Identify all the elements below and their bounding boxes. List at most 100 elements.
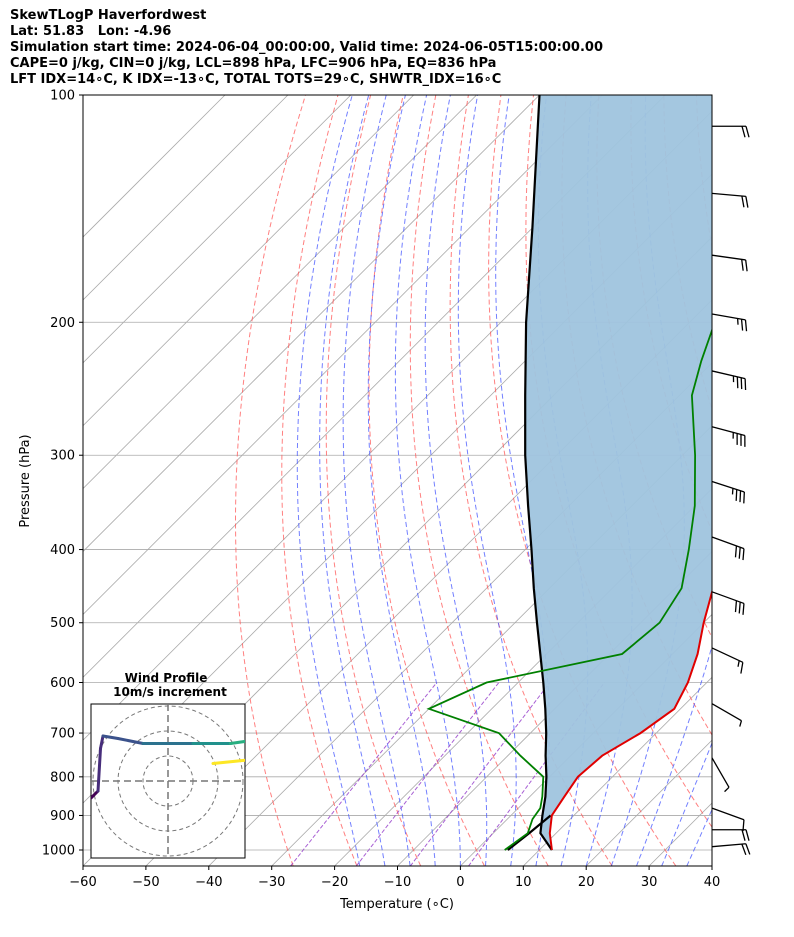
simulation-times: Simulation start time: 2024-06-04_00:00:… bbox=[10, 40, 603, 55]
wind-barb-staff bbox=[711, 192, 746, 198]
dry-adiabat-line bbox=[729, 95, 794, 866]
inset-title: Wind Profile bbox=[125, 671, 208, 685]
moist-adiabat-line bbox=[296, 95, 361, 866]
wind-barb-flag bbox=[740, 319, 744, 331]
wind-barb-flag bbox=[745, 126, 750, 138]
temperature-line bbox=[548, 588, 712, 851]
y-tick-label: 300 bbox=[50, 449, 75, 464]
wind-barb-staff bbox=[711, 480, 745, 493]
wind-barb-staff bbox=[711, 843, 746, 848]
isotherm-line bbox=[83, 95, 477, 490]
dry-adiabat-line bbox=[235, 95, 306, 866]
hodograph-segment bbox=[101, 734, 120, 740]
mixing-ratio-line bbox=[409, 682, 551, 866]
x-tick-label: 40 bbox=[704, 875, 721, 890]
wind-barb-staff bbox=[711, 254, 746, 261]
wind-barb bbox=[711, 703, 743, 727]
wind-barb-staff bbox=[711, 757, 730, 788]
moist-adiabat-line bbox=[367, 95, 436, 866]
hodograph-segment bbox=[298, 736, 303, 746]
moist-adiabat-line bbox=[424, 95, 488, 866]
wind-barb-staff bbox=[711, 591, 745, 605]
wind-barb-staff bbox=[711, 313, 746, 321]
x-tick-label: −30 bbox=[258, 875, 285, 890]
dry-adiabat-line bbox=[368, 95, 485, 866]
wind-barb-flag bbox=[741, 843, 747, 856]
dry-adiabat-line bbox=[281, 95, 358, 866]
cape-shade-polygon bbox=[525, 95, 712, 850]
moist-adiabat-line bbox=[495, 95, 550, 866]
wind-barb-flag bbox=[744, 319, 748, 332]
x-tick-label: 0 bbox=[456, 875, 464, 890]
hodograph-segment bbox=[248, 736, 261, 741]
moist-adiabat-line bbox=[610, 95, 685, 866]
wind-barb-flag bbox=[742, 548, 745, 561]
mixing-ratio-line bbox=[290, 682, 438, 866]
sounding-profiles bbox=[426, 95, 712, 851]
wind-barb-staff bbox=[711, 426, 746, 437]
moist-adiabat-line bbox=[342, 95, 411, 866]
wind-barb bbox=[711, 647, 744, 674]
wind-barb-flag bbox=[745, 843, 751, 855]
wind-barb-flag bbox=[745, 829, 750, 841]
x-tick-label: −40 bbox=[195, 875, 222, 890]
x-axis-ticks: −60 −50 −40 −30 −20 −10 0 10 20 30 40 bbox=[69, 866, 720, 890]
y-tick-label: 200 bbox=[50, 316, 75, 331]
dry-adiabat-line bbox=[762, 95, 794, 866]
hodograph-segment bbox=[229, 739, 245, 745]
isotherm-line bbox=[83, 95, 226, 238]
wind-barb-staff bbox=[711, 536, 745, 550]
dry-adiabat-line bbox=[409, 95, 549, 866]
wind-barb-flag bbox=[734, 545, 738, 558]
stability-indices-1: CAPE=0 j/kg, CIN=0 j/kg, LCL=898 hPa, LF… bbox=[10, 56, 497, 71]
y-tick-label: 700 bbox=[50, 727, 75, 742]
chart-title: SkewTLogP Haverfordwest bbox=[10, 8, 207, 23]
x-tick-label: 30 bbox=[641, 875, 658, 890]
moist-adiabat-line bbox=[457, 95, 517, 866]
wind-barb-flag bbox=[739, 490, 742, 503]
wind-barb-flag bbox=[738, 547, 741, 559]
wind-barb bbox=[711, 370, 747, 391]
wind-barb bbox=[711, 807, 745, 832]
hodograph-segment bbox=[281, 734, 299, 737]
isotherm-line bbox=[334, 488, 712, 866]
x-tick-label: −60 bbox=[69, 875, 96, 890]
isotherm-line bbox=[83, 95, 540, 553]
hodograph-segment bbox=[96, 747, 102, 793]
wind-barb-flag bbox=[741, 829, 746, 841]
wind-barb bbox=[711, 591, 745, 615]
y-tick-label: 1000 bbox=[42, 844, 75, 859]
wind-barb bbox=[711, 313, 748, 332]
isotherm-line bbox=[83, 95, 603, 615]
y-tick-label: 100 bbox=[50, 89, 75, 104]
wind-profile-inset: Wind Profile 10m/s increment bbox=[81, 671, 303, 859]
wind-barb-flag bbox=[743, 491, 745, 504]
x-tick-label: 20 bbox=[578, 875, 595, 890]
x-tick-label: −20 bbox=[321, 875, 348, 890]
moist-adiabat-line bbox=[319, 95, 386, 866]
wind-barb-half-flag bbox=[739, 720, 743, 727]
moist-adiabat-line bbox=[394, 95, 461, 866]
wind-barb bbox=[711, 536, 745, 561]
x-tick-label: −10 bbox=[384, 875, 411, 890]
wind-barb-staff bbox=[711, 370, 746, 380]
wind-barb bbox=[711, 254, 748, 272]
hodograph-segment bbox=[81, 761, 89, 801]
y-tick-label: 800 bbox=[50, 770, 75, 785]
y-tick-label: 400 bbox=[50, 543, 75, 558]
wind-barb-flag bbox=[745, 259, 748, 272]
cape-shaded-area bbox=[525, 95, 712, 850]
moist-adiabat-line bbox=[661, 741, 712, 866]
y-tick-label: 900 bbox=[50, 809, 75, 824]
parcel-surface-line bbox=[507, 814, 552, 851]
mixing-ratio-line bbox=[355, 682, 500, 866]
x-tick-label: −50 bbox=[132, 875, 159, 890]
wind-barb bbox=[711, 757, 730, 793]
wind-barbs bbox=[711, 125, 751, 856]
x-axis-label: Temperature (∘C) bbox=[339, 897, 454, 912]
isotherm-line bbox=[83, 95, 289, 301]
wind-barb-flag bbox=[738, 602, 741, 614]
moist-adiabat-line bbox=[686, 808, 712, 866]
chart-title-block: SkewTLogP Haverfordwest Lat: 51.83 Lon: … bbox=[10, 8, 603, 88]
hodograph-segment bbox=[263, 746, 303, 759]
